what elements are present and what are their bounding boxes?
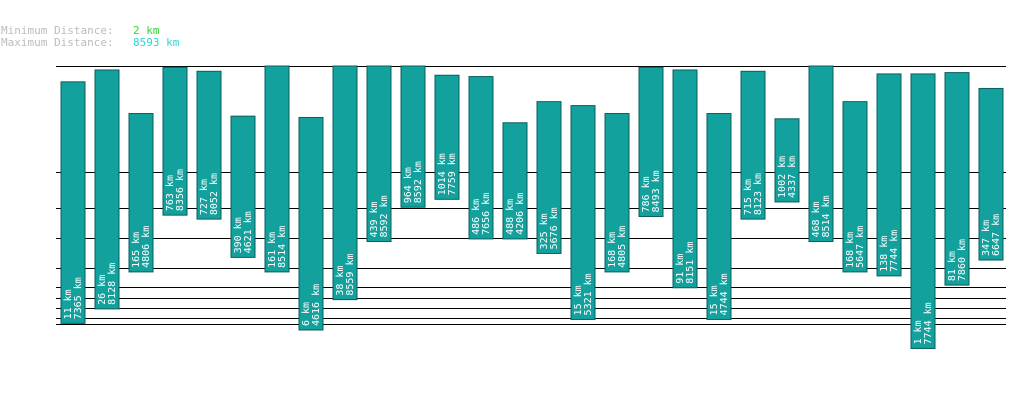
bar-max-label: 8559 km bbox=[345, 253, 356, 295]
bar-min-label: 964 km bbox=[403, 167, 414, 203]
bar-min-label: 1002 km bbox=[777, 156, 788, 198]
bar-min-label: 763 km bbox=[165, 175, 176, 211]
bar-max-label: 4616 km bbox=[311, 284, 322, 326]
bar-min-label: 325 km bbox=[539, 213, 550, 249]
bar-min-label: 15 km bbox=[573, 285, 584, 315]
range-bar bbox=[94, 69, 120, 310]
range-bar bbox=[740, 70, 766, 220]
range-bar bbox=[230, 115, 256, 258]
range-bar bbox=[536, 101, 562, 254]
bar-max-label: 8151 km bbox=[685, 242, 696, 284]
range-bar bbox=[604, 113, 630, 273]
range-bar bbox=[162, 66, 188, 216]
bar-min-label: 38 km bbox=[335, 266, 346, 296]
bar-max-label: 8493 km bbox=[651, 170, 662, 212]
legend-min-label: Minimum Distance: bbox=[1, 24, 114, 37]
bar-max-label: 8592 km bbox=[413, 161, 424, 203]
bar-min-label: 488 km bbox=[505, 199, 516, 235]
range-bar bbox=[638, 66, 664, 217]
bar-min-label: 168 km bbox=[845, 232, 856, 268]
bar-min-label: 1 km bbox=[913, 320, 924, 344]
bar-max-label: 8592 km bbox=[379, 195, 390, 237]
bar-min-label: 439 km bbox=[369, 201, 380, 237]
range-bar bbox=[264, 65, 290, 273]
bar-max-label: 8514 km bbox=[277, 226, 288, 268]
bar-max-label: 4806 km bbox=[141, 226, 152, 268]
bar-max-label: 8052 km bbox=[209, 173, 220, 215]
range-bar bbox=[128, 113, 154, 273]
bar-min-label: 81 km bbox=[947, 251, 958, 281]
bar-min-label: 138 km bbox=[879, 236, 890, 272]
range-bar bbox=[332, 65, 358, 301]
bar-max-label: 8356 km bbox=[175, 169, 186, 211]
range-bar bbox=[808, 65, 834, 243]
bar-min-label: 165 km bbox=[131, 232, 142, 268]
bar-min-label: 91 km bbox=[675, 254, 686, 284]
bar-max-label: 7656 km bbox=[481, 193, 492, 235]
range-bar bbox=[434, 74, 460, 200]
bar-max-label: 8123 km bbox=[753, 173, 764, 215]
range-bar bbox=[60, 81, 86, 324]
bar-min-label: 486 km bbox=[471, 199, 482, 235]
legend-min-row: Minimum Distance: 2 km bbox=[1, 25, 179, 37]
bar-max-label: 4206 km bbox=[515, 193, 526, 235]
bar-max-label: 4805 km bbox=[617, 226, 628, 268]
range-bar bbox=[502, 122, 528, 240]
bar-min-label: 11 km bbox=[63, 289, 74, 319]
bar-min-label: 15 km bbox=[709, 285, 720, 315]
legend-max-row: Maximum Distance: 8593 km bbox=[1, 37, 179, 49]
range-bar bbox=[298, 116, 324, 331]
range-bar bbox=[978, 87, 1004, 261]
bar-min-label: 161 km bbox=[267, 232, 278, 268]
range-bar bbox=[910, 73, 936, 349]
bar-max-label: 6647 km bbox=[991, 214, 1002, 256]
bar-max-label: 8514 km bbox=[821, 195, 832, 237]
bar-max-label: 7744 km bbox=[889, 230, 900, 272]
bar-min-label: 468 km bbox=[811, 201, 822, 237]
bar-min-label: 26 km bbox=[97, 275, 108, 305]
range-bar bbox=[672, 69, 698, 289]
range-bar bbox=[706, 113, 732, 320]
range-bar bbox=[366, 65, 392, 243]
range-bar bbox=[400, 65, 426, 208]
bar-min-label: 1014 km bbox=[437, 153, 448, 195]
bar-max-label: 4621 km bbox=[243, 211, 254, 253]
legend-min-value: 2 km bbox=[133, 24, 160, 37]
bar-min-label: 347 km bbox=[981, 220, 992, 256]
legend-max-value: 8593 km bbox=[133, 36, 180, 49]
bar-max-label: 5321 km bbox=[583, 273, 594, 315]
bar-max-label: 7860 km bbox=[957, 239, 968, 281]
range-bar bbox=[774, 118, 800, 203]
bar-max-label: 4744 km bbox=[719, 273, 730, 315]
range-bar bbox=[570, 105, 596, 320]
bar-max-label: 8128 km bbox=[107, 263, 118, 305]
range-bar bbox=[944, 72, 970, 286]
range-bar bbox=[842, 101, 868, 273]
range-bar bbox=[468, 76, 494, 240]
range-bar bbox=[876, 73, 902, 277]
bar-min-label: 727 km bbox=[199, 179, 210, 215]
bar-min-label: 168 km bbox=[607, 232, 618, 268]
bar-min-label: 390 km bbox=[233, 217, 244, 253]
bar-min-label: 6 km bbox=[301, 302, 312, 326]
legend: Minimum Distance: 2 km Maximum Distance:… bbox=[1, 25, 179, 49]
bar-max-label: 4337 km bbox=[787, 156, 798, 198]
bar-max-label: 7759 km bbox=[447, 153, 458, 195]
bar-max-label: 5676 km bbox=[549, 207, 560, 249]
bar-max-label: 7744 km bbox=[923, 302, 934, 344]
bar-min-label: 715 km bbox=[743, 179, 754, 215]
range-bar bbox=[196, 70, 222, 220]
bar-min-label: 786 km bbox=[641, 176, 652, 212]
bar-max-label: 5647 km bbox=[855, 226, 866, 268]
bar-max-label: 7365 km bbox=[73, 277, 84, 319]
legend-max-label: Maximum Distance: bbox=[1, 36, 114, 49]
